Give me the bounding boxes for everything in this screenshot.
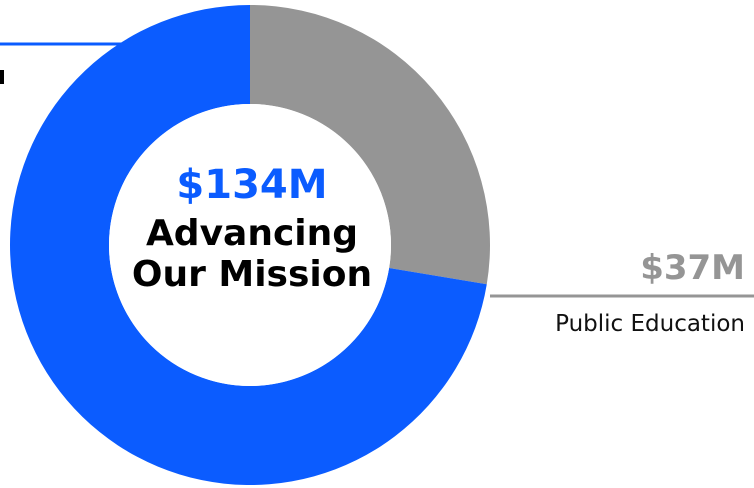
callout-lines	[0, 42, 754, 298]
slice-category-label: Public Education	[555, 311, 745, 337]
center-label-line1: Advancing	[146, 213, 358, 254]
slice-value-label: $37M	[640, 248, 745, 288]
donut-slices	[10, 5, 490, 485]
donut-hole	[109, 104, 391, 386]
slice-mission-remainder	[10, 5, 487, 485]
center-label-line2: Our Mission	[132, 254, 372, 295]
center-amount: $134M	[176, 162, 327, 208]
slice-public-education	[250, 5, 490, 285]
callout-tick-left	[0, 70, 4, 84]
